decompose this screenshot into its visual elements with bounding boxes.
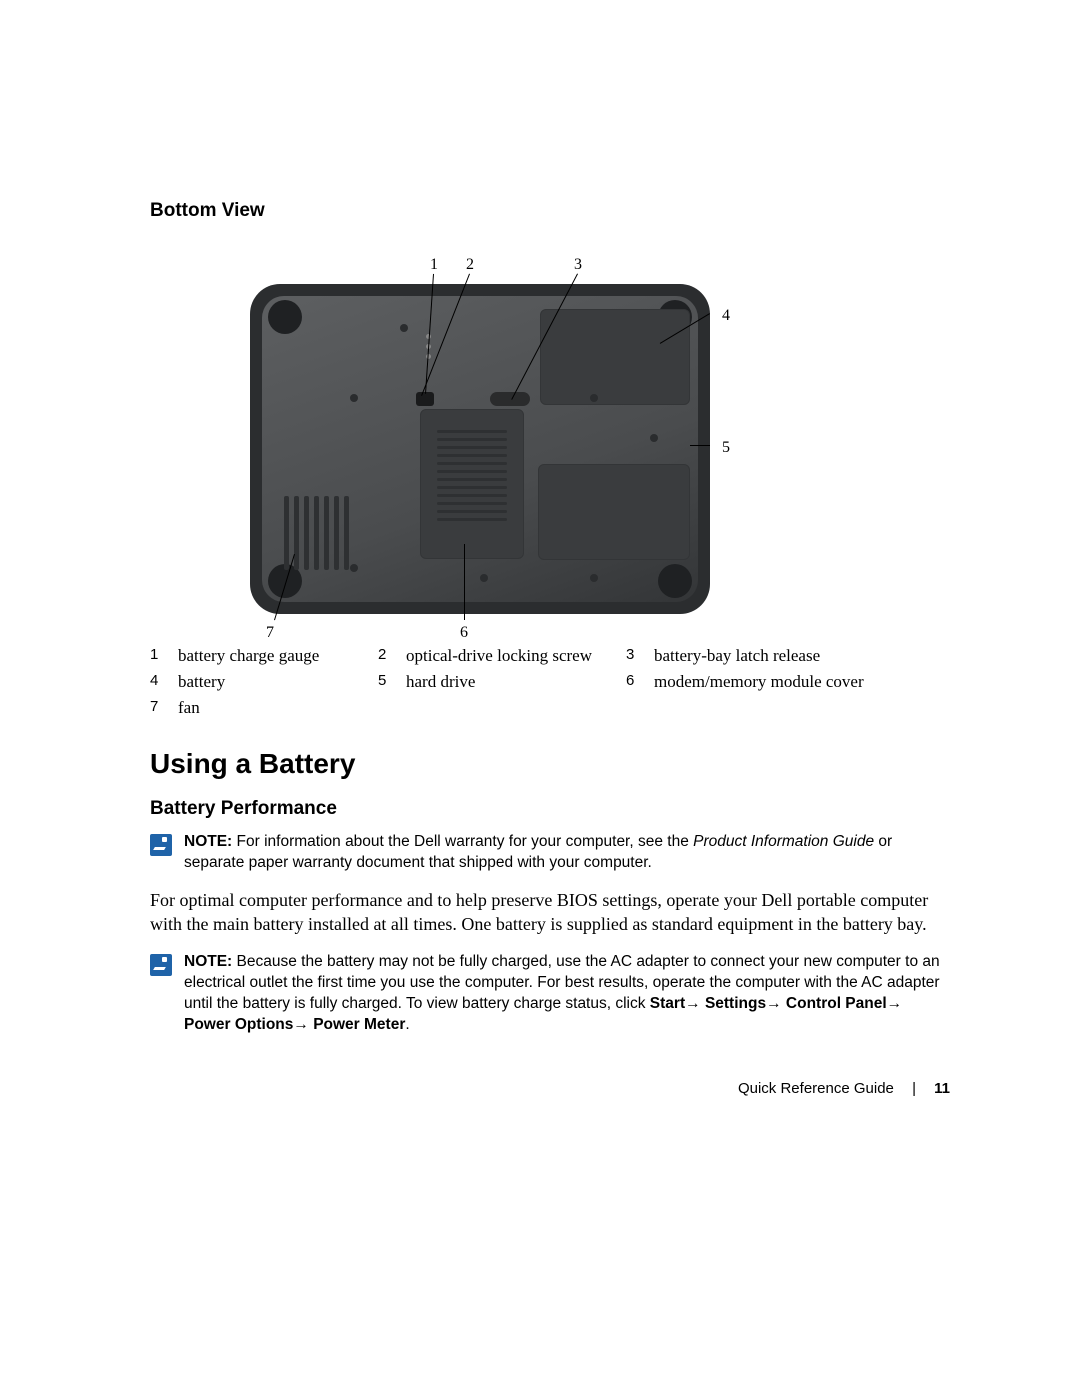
legend-label: battery-bay latch release — [654, 646, 914, 666]
note-text-1: NOTE: For information about the Dell war… — [184, 832, 950, 874]
vent-slot — [437, 462, 507, 465]
vent-bar — [294, 496, 299, 570]
legend-number: 3 — [626, 646, 654, 666]
subheading: Battery Performance — [150, 798, 950, 820]
vent-bar — [284, 496, 289, 570]
screw — [480, 574, 488, 582]
vent-slot — [437, 430, 507, 433]
legend-label: fan — [178, 698, 378, 718]
parts-legend: 1battery charge gauge2optical-drive lock… — [150, 646, 950, 718]
vent-slot — [437, 518, 507, 521]
callout-number: 1 — [430, 256, 438, 274]
legend-row: 4battery5hard drive6modem/memory module … — [150, 672, 950, 692]
arrow-icon: → — [887, 995, 903, 1012]
menu-path-segment: Start — [650, 995, 685, 1012]
legend-label: battery — [178, 672, 378, 692]
menu-path-segment: Settings — [705, 995, 766, 1012]
screw — [350, 564, 358, 572]
vent-bar — [334, 496, 339, 570]
vent-slot — [437, 486, 507, 489]
legend-number: 2 — [378, 646, 406, 666]
memory-panel — [420, 409, 524, 559]
fan-vents — [284, 496, 349, 570]
note-icon — [150, 954, 172, 976]
note-text-2: NOTE: Because the battery may not be ful… — [184, 952, 950, 1036]
menu-path-segment: Power Meter — [313, 1016, 405, 1033]
legend-label: optical-drive locking screw — [406, 646, 626, 666]
vent-slot — [437, 510, 507, 513]
menu-path-segment: Control Panel — [786, 995, 887, 1012]
legend-number: 1 — [150, 646, 178, 666]
note-lead: NOTE: — [184, 953, 232, 970]
vent-slot — [437, 470, 507, 473]
footer-page-number: 11 — [934, 1080, 950, 1097]
callout-number: 7 — [266, 624, 274, 642]
vent-slot — [437, 478, 507, 481]
rubber-foot — [268, 300, 302, 334]
note-block-2: NOTE: Because the battery may not be ful… — [150, 952, 950, 1036]
legend-row: 7fan — [150, 698, 950, 718]
bottom-view-diagram: 1234567 — [150, 234, 950, 634]
screw — [350, 394, 358, 402]
vent-bar — [314, 496, 319, 570]
screw — [590, 394, 598, 402]
vent-bar — [344, 496, 349, 570]
callout-number: 6 — [460, 624, 468, 642]
arrow-icon: → — [685, 995, 705, 1012]
vent-slot — [437, 494, 507, 497]
body-paragraph-1: For optimal computer performance and to … — [150, 888, 950, 937]
callout-number: 3 — [574, 256, 582, 274]
section-subtitle: Bottom View — [150, 200, 950, 222]
legend-label: modem/memory module cover — [654, 672, 914, 692]
battery-panel — [540, 309, 690, 405]
footer-title: Quick Reference Guide — [738, 1080, 894, 1097]
legend-label: battery charge gauge — [178, 646, 378, 666]
legend-number: 5 — [378, 672, 406, 692]
note1-a: For information about the Dell warranty … — [232, 833, 693, 850]
vent-slot — [437, 438, 507, 441]
callout-leader — [690, 445, 710, 446]
note-block-1: NOTE: For information about the Dell war… — [150, 832, 950, 874]
callout-leader — [464, 544, 465, 620]
menu-path-segment: Power Options — [184, 1016, 293, 1033]
note-icon — [150, 834, 172, 856]
vent-bar — [304, 496, 309, 570]
rubber-foot — [658, 564, 692, 598]
arrow-icon: → — [766, 995, 786, 1012]
screw — [650, 434, 658, 442]
screw — [590, 574, 598, 582]
hard-drive-panel — [538, 464, 690, 560]
callout-number: 5 — [722, 439, 730, 457]
legend-number: 6 — [626, 672, 654, 692]
vent-slot — [437, 454, 507, 457]
note1-ital: Product Information Guide — [693, 833, 874, 850]
vent-slot — [437, 502, 507, 505]
note-lead: NOTE: — [184, 833, 232, 850]
callout-number: 4 — [722, 307, 730, 325]
legend-number: 4 — [150, 672, 178, 692]
vent-slot — [437, 446, 507, 449]
page-footer: Quick Reference Guide | 11 — [738, 1080, 950, 1097]
footer-separator: | — [912, 1080, 916, 1097]
callout-number: 2 — [466, 256, 474, 274]
legend-row: 1battery charge gauge2optical-drive lock… — [150, 646, 950, 666]
arrow-icon: → — [293, 1016, 313, 1033]
legend-label: hard drive — [406, 672, 626, 692]
legend-number: 7 — [150, 698, 178, 718]
page-heading: Using a Battery — [150, 748, 950, 780]
screw — [400, 324, 408, 332]
vent-bar — [324, 496, 329, 570]
locking-screw — [416, 392, 434, 406]
